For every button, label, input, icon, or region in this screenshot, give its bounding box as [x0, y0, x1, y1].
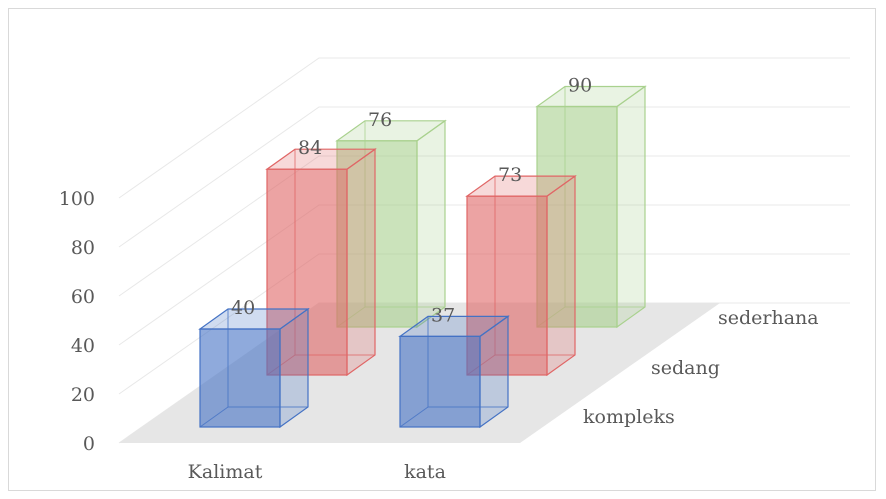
data-label: 37	[431, 304, 455, 326]
gridline	[118, 106, 850, 248]
data-label: 40	[231, 297, 255, 319]
bar-sederhana-Kalimat	[335, 119, 447, 329]
gridline	[118, 57, 850, 199]
data-label: 73	[498, 164, 522, 186]
data-label: 90	[568, 75, 592, 97]
y-tick-label: 0	[83, 433, 95, 455]
bar-sedang-Kalimat	[265, 148, 377, 377]
bar-front-face	[336, 140, 418, 328]
y-tick-label: 40	[71, 335, 95, 357]
bar-side-face	[616, 85, 646, 329]
x-category-label: kata	[404, 461, 446, 483]
bar-side-face	[346, 148, 376, 377]
bar-kompleks-kata	[398, 315, 510, 429]
bar-side-face	[546, 174, 576, 377]
bar-side-face	[416, 119, 446, 329]
z-series-label: kompleks	[583, 406, 675, 428]
bar-front-face	[266, 168, 348, 376]
y-tick-label: 60	[71, 286, 95, 308]
gridline	[118, 155, 850, 297]
plot-area: 0 20 40 60 80 100 76 90 84 73 40 37 Kalimat kata kompl…	[59, 57, 850, 483]
x-category-label: Kalimat	[188, 461, 263, 483]
bar-front-face	[399, 335, 481, 428]
bar-front-face	[536, 105, 618, 328]
y-tick-label: 20	[71, 384, 95, 406]
bar-sederhana-kata	[535, 85, 647, 329]
z-series-label: sederhana	[718, 307, 819, 329]
y-tick-label: 80	[71, 237, 95, 259]
z-series-label: sedang	[651, 357, 720, 379]
data-label: 84	[298, 137, 322, 159]
bar-front-face	[199, 328, 281, 428]
bar-kompleks-Kalimat	[198, 307, 310, 429]
y-tick-label: 100	[59, 188, 95, 210]
data-label: 76	[368, 109, 392, 131]
